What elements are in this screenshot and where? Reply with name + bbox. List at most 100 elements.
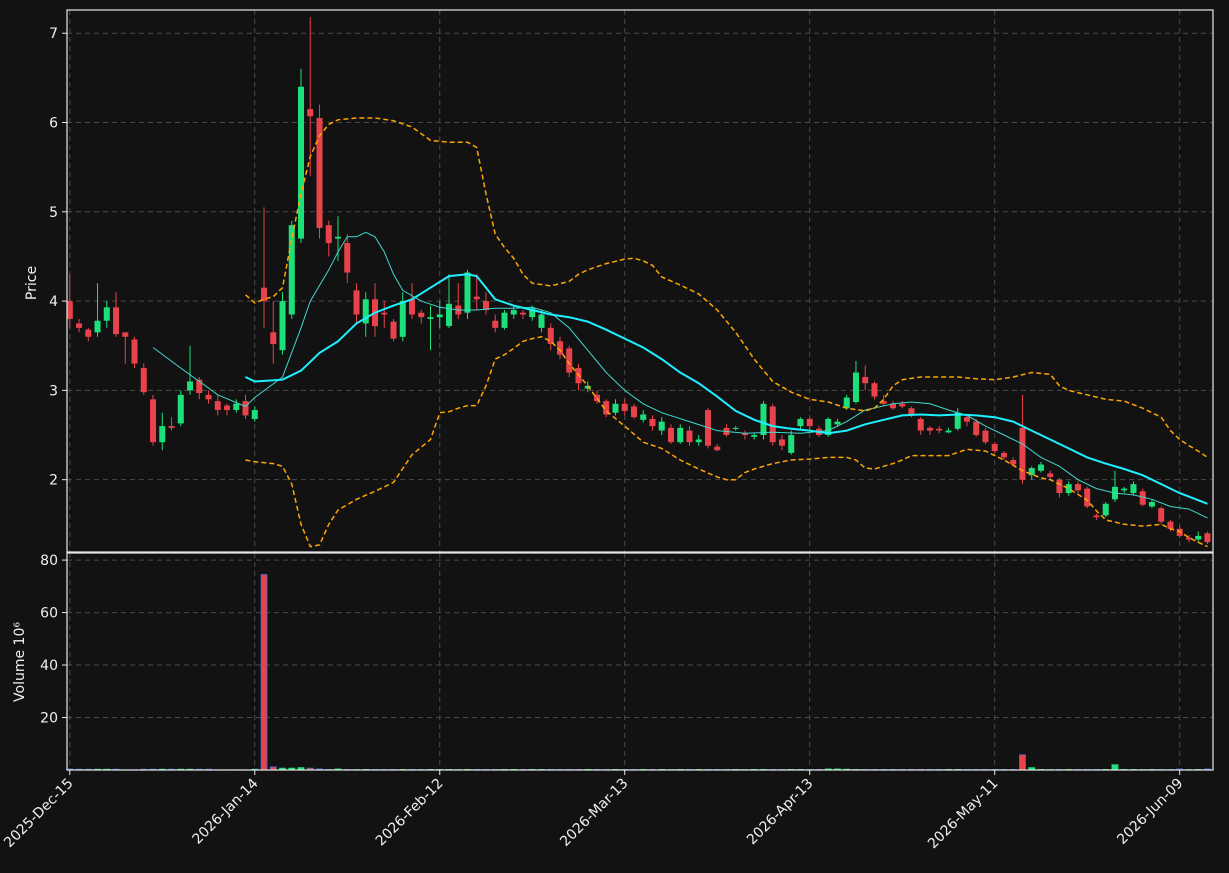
candle-body — [1037, 464, 1044, 471]
candle-body — [159, 426, 166, 443]
candle-body — [1084, 488, 1091, 507]
candle-body — [843, 397, 850, 409]
candle-body — [1047, 473, 1054, 477]
candle-body — [251, 410, 258, 419]
candle-body — [214, 401, 221, 411]
candle-body — [862, 376, 869, 384]
candle-body — [926, 427, 933, 431]
candle-body — [686, 430, 693, 443]
volume-tick-label: 80 — [40, 553, 58, 569]
candle-body — [695, 439, 702, 443]
candle-body — [556, 341, 563, 355]
y-axis-label: Price — [24, 266, 40, 300]
y-tick-label: 2 — [49, 473, 58, 489]
candle-body — [788, 435, 795, 453]
candle-body — [1195, 535, 1202, 540]
candle-body — [852, 372, 859, 402]
candle-body — [1130, 484, 1137, 494]
candle-body — [871, 383, 878, 397]
candle-body — [732, 427, 739, 429]
candle-body — [418, 312, 425, 318]
candle-body — [113, 307, 120, 335]
candle-body — [140, 368, 147, 393]
candle-body — [741, 433, 748, 436]
candle-body — [307, 109, 314, 117]
candle-body — [1019, 427, 1026, 480]
candle-body — [778, 439, 785, 446]
candle-body — [316, 118, 323, 228]
candle-body — [936, 428, 943, 431]
candle-body — [834, 421, 841, 425]
candle-body — [908, 408, 915, 416]
candle-body — [279, 301, 286, 351]
candle-body — [335, 236, 342, 239]
candle-body — [473, 296, 480, 300]
y-tick-label: 4 — [49, 294, 58, 310]
candle-body — [205, 394, 212, 400]
candle-body — [399, 301, 406, 337]
candle-body — [427, 317, 434, 319]
candle-body — [1102, 503, 1109, 516]
candle-body — [353, 290, 360, 315]
volume-tick-label: 20 — [40, 711, 58, 727]
candle-body — [612, 403, 619, 413]
indicator-line — [245, 336, 1208, 548]
candle-body — [298, 86, 305, 239]
candle-body — [492, 320, 499, 328]
volume-bar — [260, 574, 268, 771]
candle-body — [168, 426, 175, 428]
candle-body — [94, 320, 101, 333]
candle-body — [261, 287, 268, 302]
candle-body — [667, 427, 674, 443]
candle-body — [1139, 491, 1146, 505]
candle-body — [177, 394, 184, 424]
candle-body — [899, 403, 906, 407]
candle-body — [649, 418, 656, 427]
indicator-line — [245, 273, 1208, 505]
candle-body — [85, 329, 92, 337]
candle-body — [760, 403, 767, 436]
volume-frame — [66, 552, 1214, 771]
candle-body — [381, 312, 388, 315]
candle-body — [510, 310, 517, 315]
candle-body — [122, 332, 129, 337]
candle-body — [806, 418, 813, 427]
candle-body — [658, 421, 665, 431]
candle-body — [390, 321, 397, 339]
candle-body — [464, 272, 471, 313]
candle-body — [751, 435, 758, 437]
candle-body — [436, 314, 443, 318]
candle-body — [501, 312, 508, 328]
candle-body — [982, 430, 989, 443]
candle-body — [344, 243, 351, 273]
candle-body — [963, 417, 970, 422]
volume-tick-label: 60 — [40, 606, 58, 622]
candle-body — [769, 406, 776, 443]
volume-tick-label: 40 — [40, 658, 58, 674]
candle-body — [621, 403, 628, 411]
candle-body — [187, 381, 194, 391]
candle-body — [270, 332, 277, 344]
indicator-line — [152, 231, 1208, 519]
candle-body — [1148, 501, 1155, 507]
candle-body — [825, 418, 832, 436]
candle-body — [242, 401, 249, 416]
candle-body — [1065, 484, 1072, 494]
candle-body — [603, 401, 610, 415]
candle-body — [131, 339, 138, 364]
candle-body — [991, 443, 998, 452]
candle-body — [1121, 488, 1128, 491]
candle-body — [593, 394, 600, 402]
candle-body — [1093, 515, 1100, 518]
candle-body — [445, 303, 453, 327]
candle-body — [889, 403, 896, 409]
candle-body — [945, 430, 952, 433]
candle-body — [1167, 521, 1174, 529]
candle-body — [66, 301, 73, 319]
candle-body — [1204, 533, 1211, 543]
volume-bar — [1111, 764, 1119, 771]
candle-body — [150, 399, 157, 443]
candle-body — [482, 301, 490, 311]
